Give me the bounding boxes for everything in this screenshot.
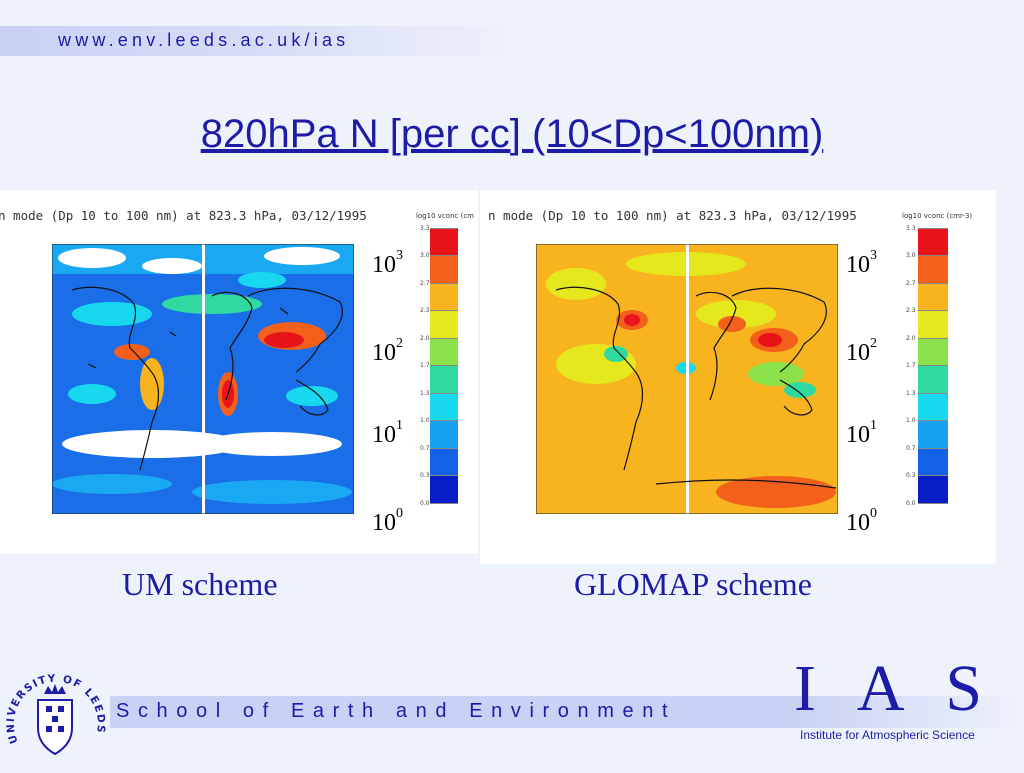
glomap-colorbar-tick: 1.3: [906, 389, 916, 397]
um-caption: UM scheme: [122, 566, 278, 602]
glomap-colorbar-tick: 2.7: [906, 279, 916, 287]
slide-title: 820hPa N [per cc] (10<Dp<100nm): [200, 112, 824, 156]
ias-logo: I A S: [794, 652, 997, 725]
glomap-colorbar-tick: 1.0: [906, 417, 916, 425]
glomap-colorbar-tick: 0.3: [906, 472, 916, 480]
glomap-colorbar-segment: [918, 255, 948, 283]
glomap-colorbar-segment: [918, 337, 948, 366]
um-colorbar-tick: 0.3: [420, 472, 430, 480]
um-colorbar-segment: [430, 310, 458, 338]
um-colorbar: log10 vconc (cm 3.3 3.0 2.7 2.3 2.0 1.7 1.3 1.0…: [416, 212, 474, 530]
um-colorbar-tick: 1.0: [420, 417, 430, 425]
ias-full-name: Institute for Atmospheric Science: [800, 728, 975, 742]
um-colorbar-tick: 0.0: [420, 499, 430, 507]
um-map: [52, 244, 354, 514]
footer-band-fade: [790, 696, 1024, 728]
glomap-colorbar-tick: 3.0: [906, 252, 916, 260]
um-power-label-1: 100: [372, 506, 403, 536]
glomap-power-label-1: 100: [846, 506, 877, 536]
um-colorbar-segment: [430, 420, 458, 448]
um-colorbar-segment: [430, 337, 458, 366]
um-colorbar-tick: 2.0: [420, 334, 430, 342]
glomap-caption: GLOMAP scheme: [574, 566, 812, 602]
um-power-label-100: 102: [372, 336, 403, 366]
um-colorbar-tick: 2.3: [420, 307, 430, 315]
header-url[interactable]: www.env.leeds.ac.uk/ias: [58, 30, 350, 50]
um-colorbar-tick: 2.7: [420, 279, 430, 287]
glomap-colorbar-tick: 0.0: [906, 499, 916, 507]
glomap-colorbar-segment: [918, 365, 948, 393]
um-colorbar-unit: log10 vconc (cm: [416, 212, 474, 220]
um-colorbar-segment: [430, 447, 458, 476]
glomap-colorbar-tick: 1.7: [906, 362, 916, 370]
glomap-colorbar-segment: [918, 282, 948, 311]
glomap-colorbar-tick: 0.7: [906, 444, 916, 452]
glomap-colorbar-segment: [918, 502, 948, 530]
glomap-colorbar-unit: log10 vconc (cmr-3): [902, 212, 973, 220]
um-power-label-10: 101: [372, 418, 403, 448]
glomap-colorbar-segment: [918, 447, 948, 476]
um-colorbar-tick: 1.7: [420, 362, 430, 370]
glomap-colorbar-segment: [918, 310, 948, 338]
glomap-colorbar-segment: [918, 392, 948, 421]
glomap-colorbar: log10 vconc (cmr-3) 3.3 3.0 2.7 2.3 2.0 1.7 1.…: [902, 212, 972, 530]
um-colorbar-tick: 1.3: [420, 389, 430, 397]
glomap-power-label-10: 101: [846, 418, 877, 448]
um-figure-panel: n mode (Dp 10 to 100 nm) at 823.3 hPa, 0…: [0, 190, 478, 554]
um-colorbar-segment: [430, 255, 458, 283]
glomap-colorbar-segment: [918, 420, 948, 448]
glomap-figure-header: n mode (Dp 10 to 100 nm) at 823.3 hPa, 0…: [488, 208, 857, 223]
um-colorbar-segment: [430, 392, 458, 421]
header-band: [0, 26, 520, 56]
glomap-colorbar-segment: [918, 228, 948, 256]
glomap-colorbar-tick: 3.3: [906, 225, 916, 232]
um-colorbar-segment: [430, 365, 458, 393]
glomap-figure-panel: n mode (Dp 10 to 100 nm) at 823.3 hPa, 0…: [480, 190, 996, 564]
glomap-map: [536, 244, 838, 514]
um-colorbar-tick: 0.7: [420, 444, 430, 452]
glomap-colorbar-segment: [918, 475, 948, 503]
glomap-power-label-1000: 103: [846, 248, 877, 278]
um-colorbar-segment: [430, 282, 458, 311]
glomap-power-label-100: 102: [846, 336, 877, 366]
um-colorbar-segment: [430, 475, 458, 503]
um-colorbar-tick: 3.3: [420, 225, 430, 232]
school-name: School of Earth and Environment: [116, 700, 677, 722]
um-colorbar-segment: [430, 502, 458, 530]
um-colorbar-tick: 3.0: [420, 252, 430, 260]
glomap-colorbar-tick: 2.3: [906, 307, 916, 315]
um-figure-header: n mode (Dp 10 to 100 nm) at 823.3 hPa, 0…: [0, 208, 367, 223]
glomap-colorbar-tick: 2.0: [906, 334, 916, 342]
university-crest-icon: UNIVERSITY OF LEEDS: [0, 656, 110, 768]
footer-band: [110, 696, 790, 728]
um-power-label-1000: 103: [372, 248, 403, 278]
um-colorbar-segment: [430, 228, 458, 256]
